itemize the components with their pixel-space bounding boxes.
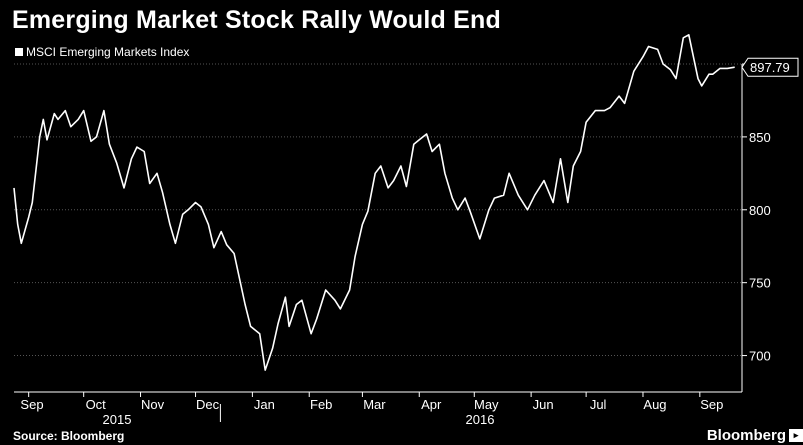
legend-label: MSCI Emerging Markets Index (26, 45, 190, 59)
x-tick-label: Sep (700, 397, 723, 412)
year-label: 2016 (466, 412, 495, 427)
legend: MSCI Emerging Markets Index (15, 45, 189, 59)
year-label: 2015 (103, 412, 132, 427)
x-tick-label: Jun (533, 397, 554, 412)
y-tick-label: 800 (749, 203, 771, 218)
brand-logo: Bloomberg ▸ (707, 427, 803, 444)
y-tick-label: 700 (749, 349, 771, 364)
x-tick-label: Apr (421, 397, 442, 412)
x-tick-label: Jul (590, 397, 607, 412)
x-tick-label: Feb (310, 397, 332, 412)
last-value-flag (741, 57, 799, 77)
brand-name: Bloomberg (706, 427, 786, 444)
chart-title: Emerging Market Stock Rally Would End (12, 6, 501, 34)
x-tick-label: Jan (254, 397, 275, 412)
x-tick-label: Dec (196, 397, 220, 412)
x-tick-label: Sep (20, 397, 43, 412)
x-tick-label: Oct (86, 397, 107, 412)
source-note: Source: Bloomberg (13, 429, 125, 443)
x-tick-label: Mar (363, 397, 386, 412)
last-value-label: 897.79 (750, 60, 790, 75)
terminal-icon: ▸ (789, 429, 803, 442)
x-tick-label: May (474, 397, 499, 412)
y-tick-label: 850 (749, 130, 771, 145)
x-tick-label: Nov (141, 397, 165, 412)
legend-swatch (15, 48, 23, 56)
y-tick-label: 750 (749, 276, 771, 291)
series-line (13, 34, 735, 371)
x-tick-label: Aug (643, 397, 666, 412)
